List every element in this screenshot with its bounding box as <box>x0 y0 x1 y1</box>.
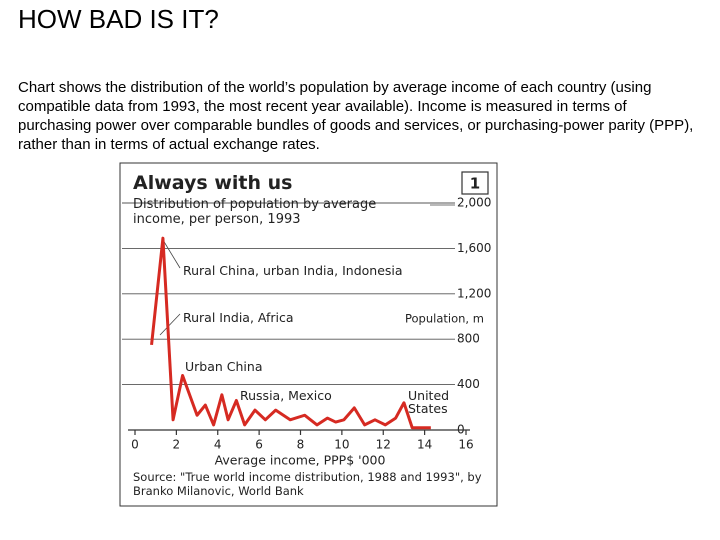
x-tick-label: 4 <box>214 438 222 452</box>
x-tick-label: 14 <box>417 438 432 452</box>
x-axis-label: Average income, PPP$ '000 <box>215 453 386 468</box>
x-tick-label: 16 <box>458 438 473 452</box>
annotation: Rural India, Africa <box>183 310 294 325</box>
y-tick-label: 1,200 <box>457 286 491 300</box>
chart-source: Source: "True world income distribution,… <box>133 470 482 498</box>
page-title: HOW BAD IS IT? <box>18 4 219 34</box>
x-tick-label: 2 <box>173 438 181 452</box>
x-tick-label: 10 <box>334 438 349 452</box>
y-axis-label: Population, m <box>405 312 484 326</box>
y-tick-label: 400 <box>457 377 480 391</box>
x-tick-label: 6 <box>255 438 263 452</box>
chart-subtitle: Distribution of population by average in… <box>133 197 377 227</box>
annotation: Urban China <box>185 359 263 374</box>
leader-lines <box>159 204 455 336</box>
panel-box <box>461 171 489 195</box>
body-text: Chart shows the distribution of the worl… <box>18 79 694 153</box>
chart-frame <box>119 162 498 507</box>
leader-line <box>162 239 181 269</box>
x-tick-label: 8 <box>297 438 305 452</box>
x-tick-label: 0 <box>131 438 139 452</box>
panel-number: 1 <box>470 175 480 193</box>
y-tick-label: 2,000 <box>457 196 491 210</box>
y-tick-label: 1,600 <box>457 241 491 255</box>
chart-title: Always with us <box>133 172 293 194</box>
annotation: Rural China, urban India, Indonesia <box>183 263 403 278</box>
x-tick-label: 12 <box>376 438 391 452</box>
data-line <box>150 236 431 430</box>
annotation: United States <box>408 388 450 416</box>
leader-line <box>159 313 181 336</box>
annotation: Russia, Mexico <box>240 388 332 403</box>
y-tick-label: 800 <box>457 332 480 346</box>
